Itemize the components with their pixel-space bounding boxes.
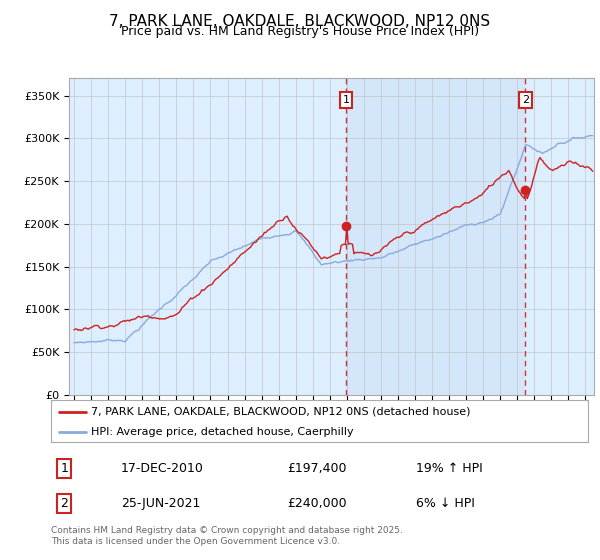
Text: 17-DEC-2010: 17-DEC-2010 <box>121 462 203 475</box>
Text: £197,400: £197,400 <box>287 462 347 475</box>
Text: 2: 2 <box>61 497 68 510</box>
Text: £240,000: £240,000 <box>287 497 347 510</box>
Text: 1: 1 <box>61 462 68 475</box>
Bar <box>346 78 526 395</box>
Text: 19% ↑ HPI: 19% ↑ HPI <box>416 462 483 475</box>
Text: HPI: Average price, detached house, Caerphilly: HPI: Average price, detached house, Caer… <box>91 427 354 437</box>
Text: 1: 1 <box>343 95 350 105</box>
Text: 6% ↓ HPI: 6% ↓ HPI <box>416 497 475 510</box>
Text: 2: 2 <box>522 95 529 105</box>
Text: 7, PARK LANE, OAKDALE, BLACKWOOD, NP12 0NS (detached house): 7, PARK LANE, OAKDALE, BLACKWOOD, NP12 0… <box>91 407 471 417</box>
Text: 25-JUN-2021: 25-JUN-2021 <box>121 497 200 510</box>
Text: Contains HM Land Registry data © Crown copyright and database right 2025.
This d: Contains HM Land Registry data © Crown c… <box>51 526 403 546</box>
Text: 7, PARK LANE, OAKDALE, BLACKWOOD, NP12 0NS: 7, PARK LANE, OAKDALE, BLACKWOOD, NP12 0… <box>109 14 491 29</box>
Text: Price paid vs. HM Land Registry's House Price Index (HPI): Price paid vs. HM Land Registry's House … <box>121 25 479 38</box>
